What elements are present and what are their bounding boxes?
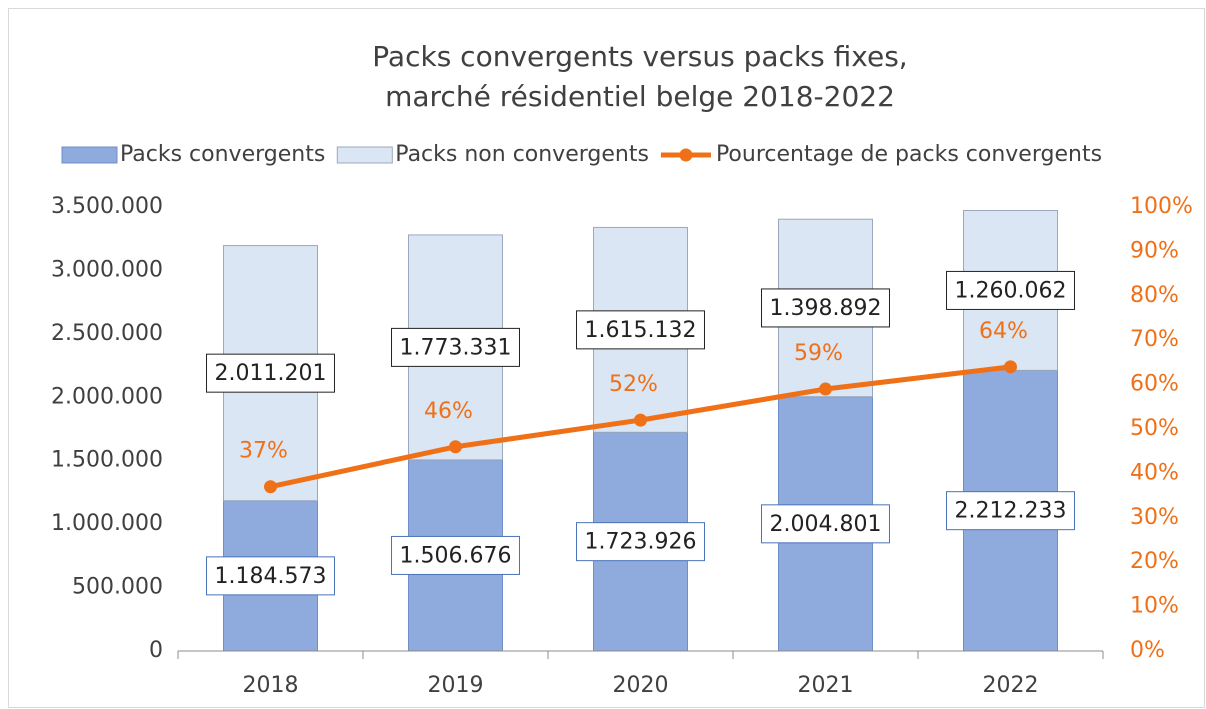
line-data-label: 37%: [239, 439, 288, 464]
x-tick-label: 2019: [428, 673, 484, 698]
chart-title: Packs convergents versus packs fixes,: [372, 40, 907, 73]
data-label: 1.398.892: [770, 296, 882, 321]
y2-tick-label: 10%: [1130, 594, 1179, 619]
y2-tick-label: 70%: [1130, 327, 1179, 352]
data-label: 2.011.201: [215, 361, 327, 386]
y2-tick-label: 40%: [1130, 460, 1179, 485]
legend-label: Packs non convergents: [395, 142, 649, 167]
y2-tick-label: 100%: [1130, 194, 1193, 219]
data-label-box: [761, 504, 890, 544]
y2-tick-label: 20%: [1130, 549, 1179, 574]
line-point: [634, 413, 647, 427]
y2-tick-label: 90%: [1130, 238, 1179, 263]
data-label-box: [946, 270, 1075, 310]
data-label-box: [206, 556, 335, 596]
line-data-label: 46%: [424, 399, 473, 424]
x-tick-label: 2022: [983, 673, 1039, 698]
y2-tick-label: 0%: [1130, 638, 1165, 663]
y-tick-label: 2.500.000: [51, 321, 163, 346]
data-label: 1.260.062: [955, 278, 1067, 303]
y2-tick-label: 50%: [1130, 416, 1179, 441]
y-tick-label: 2.000.000: [51, 384, 163, 409]
y2-tick-label: 60%: [1130, 372, 1179, 397]
data-label: 1.506.676: [400, 543, 512, 568]
legend-swatch: [61, 146, 118, 164]
data-label: 1.773.331: [400, 335, 512, 360]
y-tick-label: 1.000.000: [51, 511, 163, 536]
data-label-box: [576, 522, 705, 562]
x-tick-label: 2020: [613, 673, 669, 698]
line-point: [819, 382, 832, 396]
legend-marker: [679, 148, 693, 162]
y-tick-label: 1.500.000: [51, 448, 163, 473]
legend-swatch: [336, 146, 393, 164]
data-label: 1.723.926: [585, 530, 697, 555]
data-label: 2.004.801: [770, 512, 882, 537]
y-tick-label: 3.500.000: [51, 194, 163, 219]
x-tick-label: 2021: [798, 673, 854, 698]
line-data-label: 59%: [794, 341, 843, 366]
legend-label: Packs convergents: [120, 142, 325, 167]
x-tick-label: 2018: [243, 673, 299, 698]
line-data-label: 64%: [979, 319, 1028, 344]
data-label-box: [391, 327, 520, 367]
y-tick-label: 500.000: [72, 575, 163, 600]
line-point: [1004, 360, 1017, 374]
data-label: 1.184.573: [215, 564, 327, 589]
data-label: 2.212.233: [955, 499, 1067, 524]
line-point: [264, 480, 277, 494]
legend-label: Pourcentage de packs convergents: [716, 142, 1102, 167]
data-label-box: [946, 491, 1075, 531]
line-data-label: 52%: [609, 372, 658, 397]
y-tick-label: 0: [149, 638, 163, 663]
line-point: [449, 440, 462, 454]
data-label: 1.615.132: [585, 318, 697, 343]
y2-tick-label: 80%: [1130, 283, 1179, 308]
data-label-box: [206, 353, 335, 393]
y-tick-label: 3.000.000: [51, 257, 163, 282]
chart-title: marché résidentiel belge 2018-2022: [385, 80, 895, 113]
data-label-box: [391, 535, 520, 575]
data-label-box: [576, 310, 705, 350]
y2-tick-label: 30%: [1130, 505, 1179, 530]
data-label-box: [761, 288, 890, 328]
